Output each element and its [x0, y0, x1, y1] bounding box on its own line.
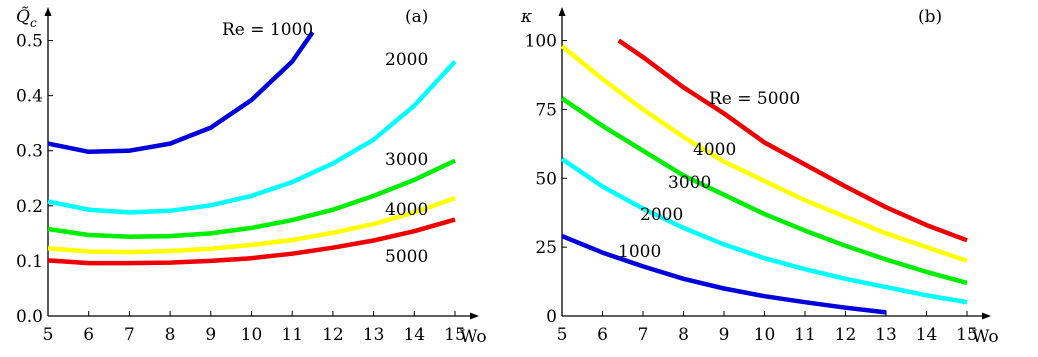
y-tick-label: 50 — [535, 169, 557, 189]
series-line — [47, 158, 456, 239]
y-tick-label: 0.4 — [16, 87, 43, 107]
series-line — [47, 217, 456, 266]
x-axis-title: Wo — [460, 327, 487, 347]
series-label: 2000 — [385, 50, 428, 70]
series-line — [560, 96, 968, 286]
x-tick-label: 9 — [719, 325, 730, 345]
y-tick-label: 0.2 — [16, 197, 43, 217]
panel-b-kappa-plot: 5 6 7 8 9 10 11 12 13 14 15 0 25 50 75 100 Wo κ (b) Re = 50… — [520, 7, 999, 347]
series-label: 1000 — [618, 242, 661, 262]
x-tick-label: 13 — [875, 325, 897, 345]
series-label: 4000 — [693, 140, 736, 160]
series-label: 3000 — [668, 173, 711, 193]
y-tick-label: 0.3 — [16, 142, 43, 162]
y-tick-label: 25 — [535, 238, 557, 258]
x-tick-label: 8 — [678, 325, 689, 345]
x-tick-label: 11 — [281, 325, 303, 345]
series-label: Re = 1000 — [222, 20, 313, 40]
x-tick-label: 7 — [124, 325, 135, 345]
x-axis-arrow — [982, 312, 991, 320]
series-label: Re = 5000 — [709, 89, 800, 109]
x-tick-label: 10 — [754, 325, 776, 345]
x-tick-label: 5 — [557, 325, 568, 345]
series-line — [617, 38, 968, 243]
y-axis-title: κ — [520, 7, 532, 27]
x-tick-label: 12 — [322, 325, 344, 345]
y-tick-label: 0.0 — [16, 307, 43, 327]
x-tick-label: 6 — [597, 325, 608, 345]
x-axis-title: Wo — [972, 327, 999, 347]
y-tick-label: 75 — [535, 100, 557, 120]
x-axis-arrow — [470, 312, 479, 320]
x-tick-label: 14 — [403, 325, 425, 345]
x-tick-label: 8 — [165, 325, 176, 345]
series-label: 4000 — [385, 200, 428, 220]
x-tick-label: 6 — [83, 325, 94, 345]
series-line — [47, 195, 456, 255]
y-axis-title-main: κ — [520, 7, 532, 27]
panel-label: (b) — [918, 7, 942, 27]
x-tick-label: 15 — [956, 325, 978, 345]
y-axis-title: Q̃c — [16, 7, 37, 30]
series-label: 5000 — [385, 247, 428, 267]
x-tick-label: 9 — [205, 325, 216, 345]
x-tick-label: 10 — [241, 325, 263, 345]
y-tick-label: 100 — [525, 32, 557, 52]
series-line — [47, 59, 457, 215]
series-line — [561, 234, 887, 315]
series-label: 2000 — [640, 205, 683, 225]
y-tick-label: 0 — [546, 307, 557, 327]
y-tick-label: 0.1 — [16, 252, 43, 272]
x-tick-label: 14 — [916, 325, 938, 345]
y-tick-label: 0.5 — [16, 32, 43, 52]
series-line — [47, 31, 315, 155]
series-label: 3000 — [385, 150, 428, 170]
series-line — [560, 44, 968, 264]
x-tick-label: 15 — [444, 325, 466, 345]
y-axis-arrow — [44, 7, 52, 16]
y-axis-arrow — [558, 7, 566, 16]
x-tick-label: 7 — [638, 325, 649, 345]
panel-a-wo-plot: 5 6 7 8 9 10 11 12 13 14 15 0.0 0.1 0.2 0.3 0.4 0.5 Wo Q̃c… — [16, 7, 487, 347]
series-line — [560, 157, 968, 305]
x-tick-label: 11 — [794, 325, 816, 345]
panel-label: (a) — [405, 7, 428, 27]
x-tick-label: 12 — [835, 325, 857, 345]
y-axis-title-main: Q̃ — [16, 7, 30, 27]
x-tick-label: 5 — [43, 325, 54, 345]
y-axis-title-subscript: c — [30, 16, 37, 30]
x-tick-label: 13 — [363, 325, 385, 345]
